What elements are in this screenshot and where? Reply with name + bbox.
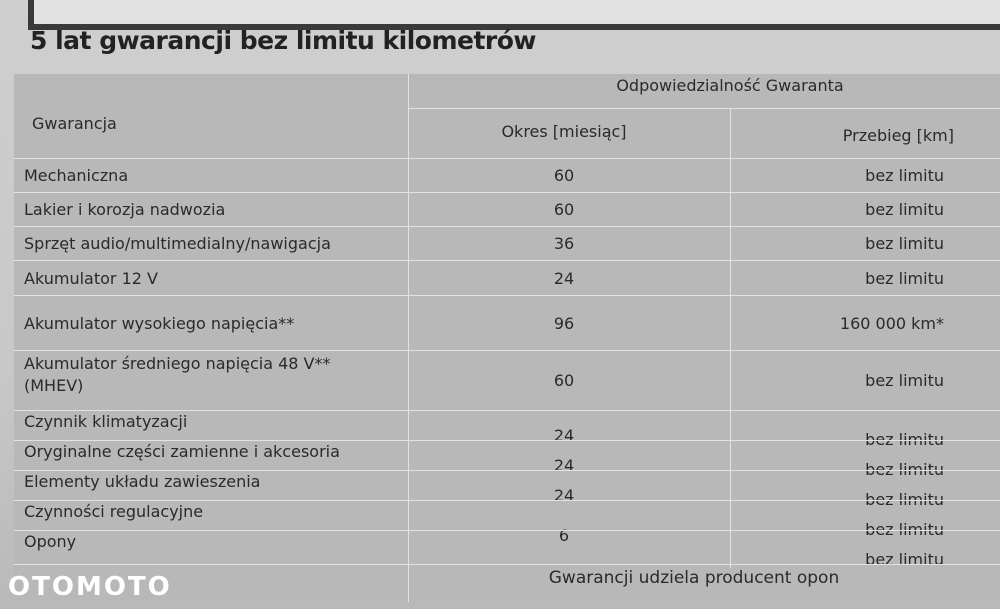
row-divider (14, 226, 1000, 227)
row-label: Lakier i korozja nadwozia (24, 200, 226, 219)
row-period: 24 (553, 486, 575, 505)
row-label: Oryginalne części zamienne i akcesoria (24, 442, 340, 461)
row-period: 60 (553, 166, 575, 185)
tires-warranty-note: Gwarancji udziela producent opon (548, 568, 840, 588)
page-title: 5 lat gwarancji bez limitu kilometrów (30, 26, 537, 55)
row-mileage: bez limitu (865, 490, 944, 509)
row-mileage: bez limitu (865, 550, 944, 569)
page-frame (28, 0, 1000, 30)
row-mileage: 160 000 km* (839, 313, 944, 333)
row-label: Elementy układu zawieszenia (24, 472, 261, 491)
row-mileage: bez limitu (865, 200, 944, 219)
row-label-suffix: (MHEV) (24, 376, 84, 395)
row-period: 60 (553, 200, 575, 219)
row-label: Czynności regulacyjne (24, 502, 204, 521)
row-divider (14, 470, 1000, 471)
row-divider (14, 564, 1000, 565)
row-period: 24 (553, 456, 575, 475)
row-mileage: bez limitu (865, 460, 944, 479)
row-label: Akumulator średniego napięcia 48 V** (24, 354, 331, 373)
header-okres: Okres [miesiąc] (501, 122, 627, 141)
row-period: 24 (553, 426, 575, 445)
row-divider (14, 158, 1000, 159)
otomoto-watermark: OTOMOTO (8, 572, 172, 602)
header-divider (408, 108, 1000, 109)
row-period: 6 (558, 526, 570, 545)
column-divider (730, 108, 731, 568)
row-divider (14, 440, 1000, 441)
row-divider (14, 530, 1000, 531)
row-divider (14, 350, 1000, 351)
row-label: Opony (24, 532, 77, 551)
row-label: Akumulator wysokiego napięcia** (24, 313, 295, 333)
row-period: 96 (553, 313, 575, 333)
row-period: 36 (553, 234, 575, 253)
row-mileage: bez limitu (865, 268, 944, 288)
header-group: Odpowiedzialność Gwaranta (616, 76, 844, 95)
row-divider (14, 192, 1000, 193)
header-przebieg: Przebieg [km] (842, 126, 954, 145)
column-divider (408, 74, 409, 602)
warranty-table: Odpowiedzialność Gwaranta Gwarancja Okre… (14, 74, 1000, 602)
row-mileage: bez limitu (865, 166, 944, 185)
row-divider (14, 260, 1000, 261)
row-label: Mechaniczna (24, 166, 129, 185)
row-period: 24 (553, 268, 575, 288)
row-mileage: bez limitu (865, 371, 944, 390)
row-divider (14, 410, 1000, 411)
row-label: Czynnik klimatyzacji (24, 412, 188, 431)
row-label: Sprzęt audio/multimedialny/nawigacja (24, 234, 331, 253)
row-mileage: bez limitu (865, 520, 944, 539)
row-label: Akumulator 12 V (24, 268, 158, 288)
row-mileage: bez limitu (865, 430, 944, 449)
row-divider (14, 295, 1000, 296)
row-mileage: bez limitu (865, 234, 944, 253)
row-period: 60 (553, 371, 575, 390)
header-gwarancja: Gwarancja (32, 114, 117, 133)
row-divider (14, 500, 1000, 501)
